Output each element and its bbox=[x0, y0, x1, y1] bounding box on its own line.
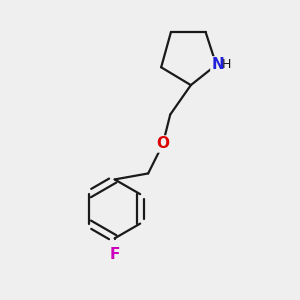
Text: O: O bbox=[156, 136, 170, 152]
Text: H: H bbox=[222, 58, 231, 71]
Text: N: N bbox=[212, 57, 224, 72]
Text: F: F bbox=[110, 247, 120, 262]
